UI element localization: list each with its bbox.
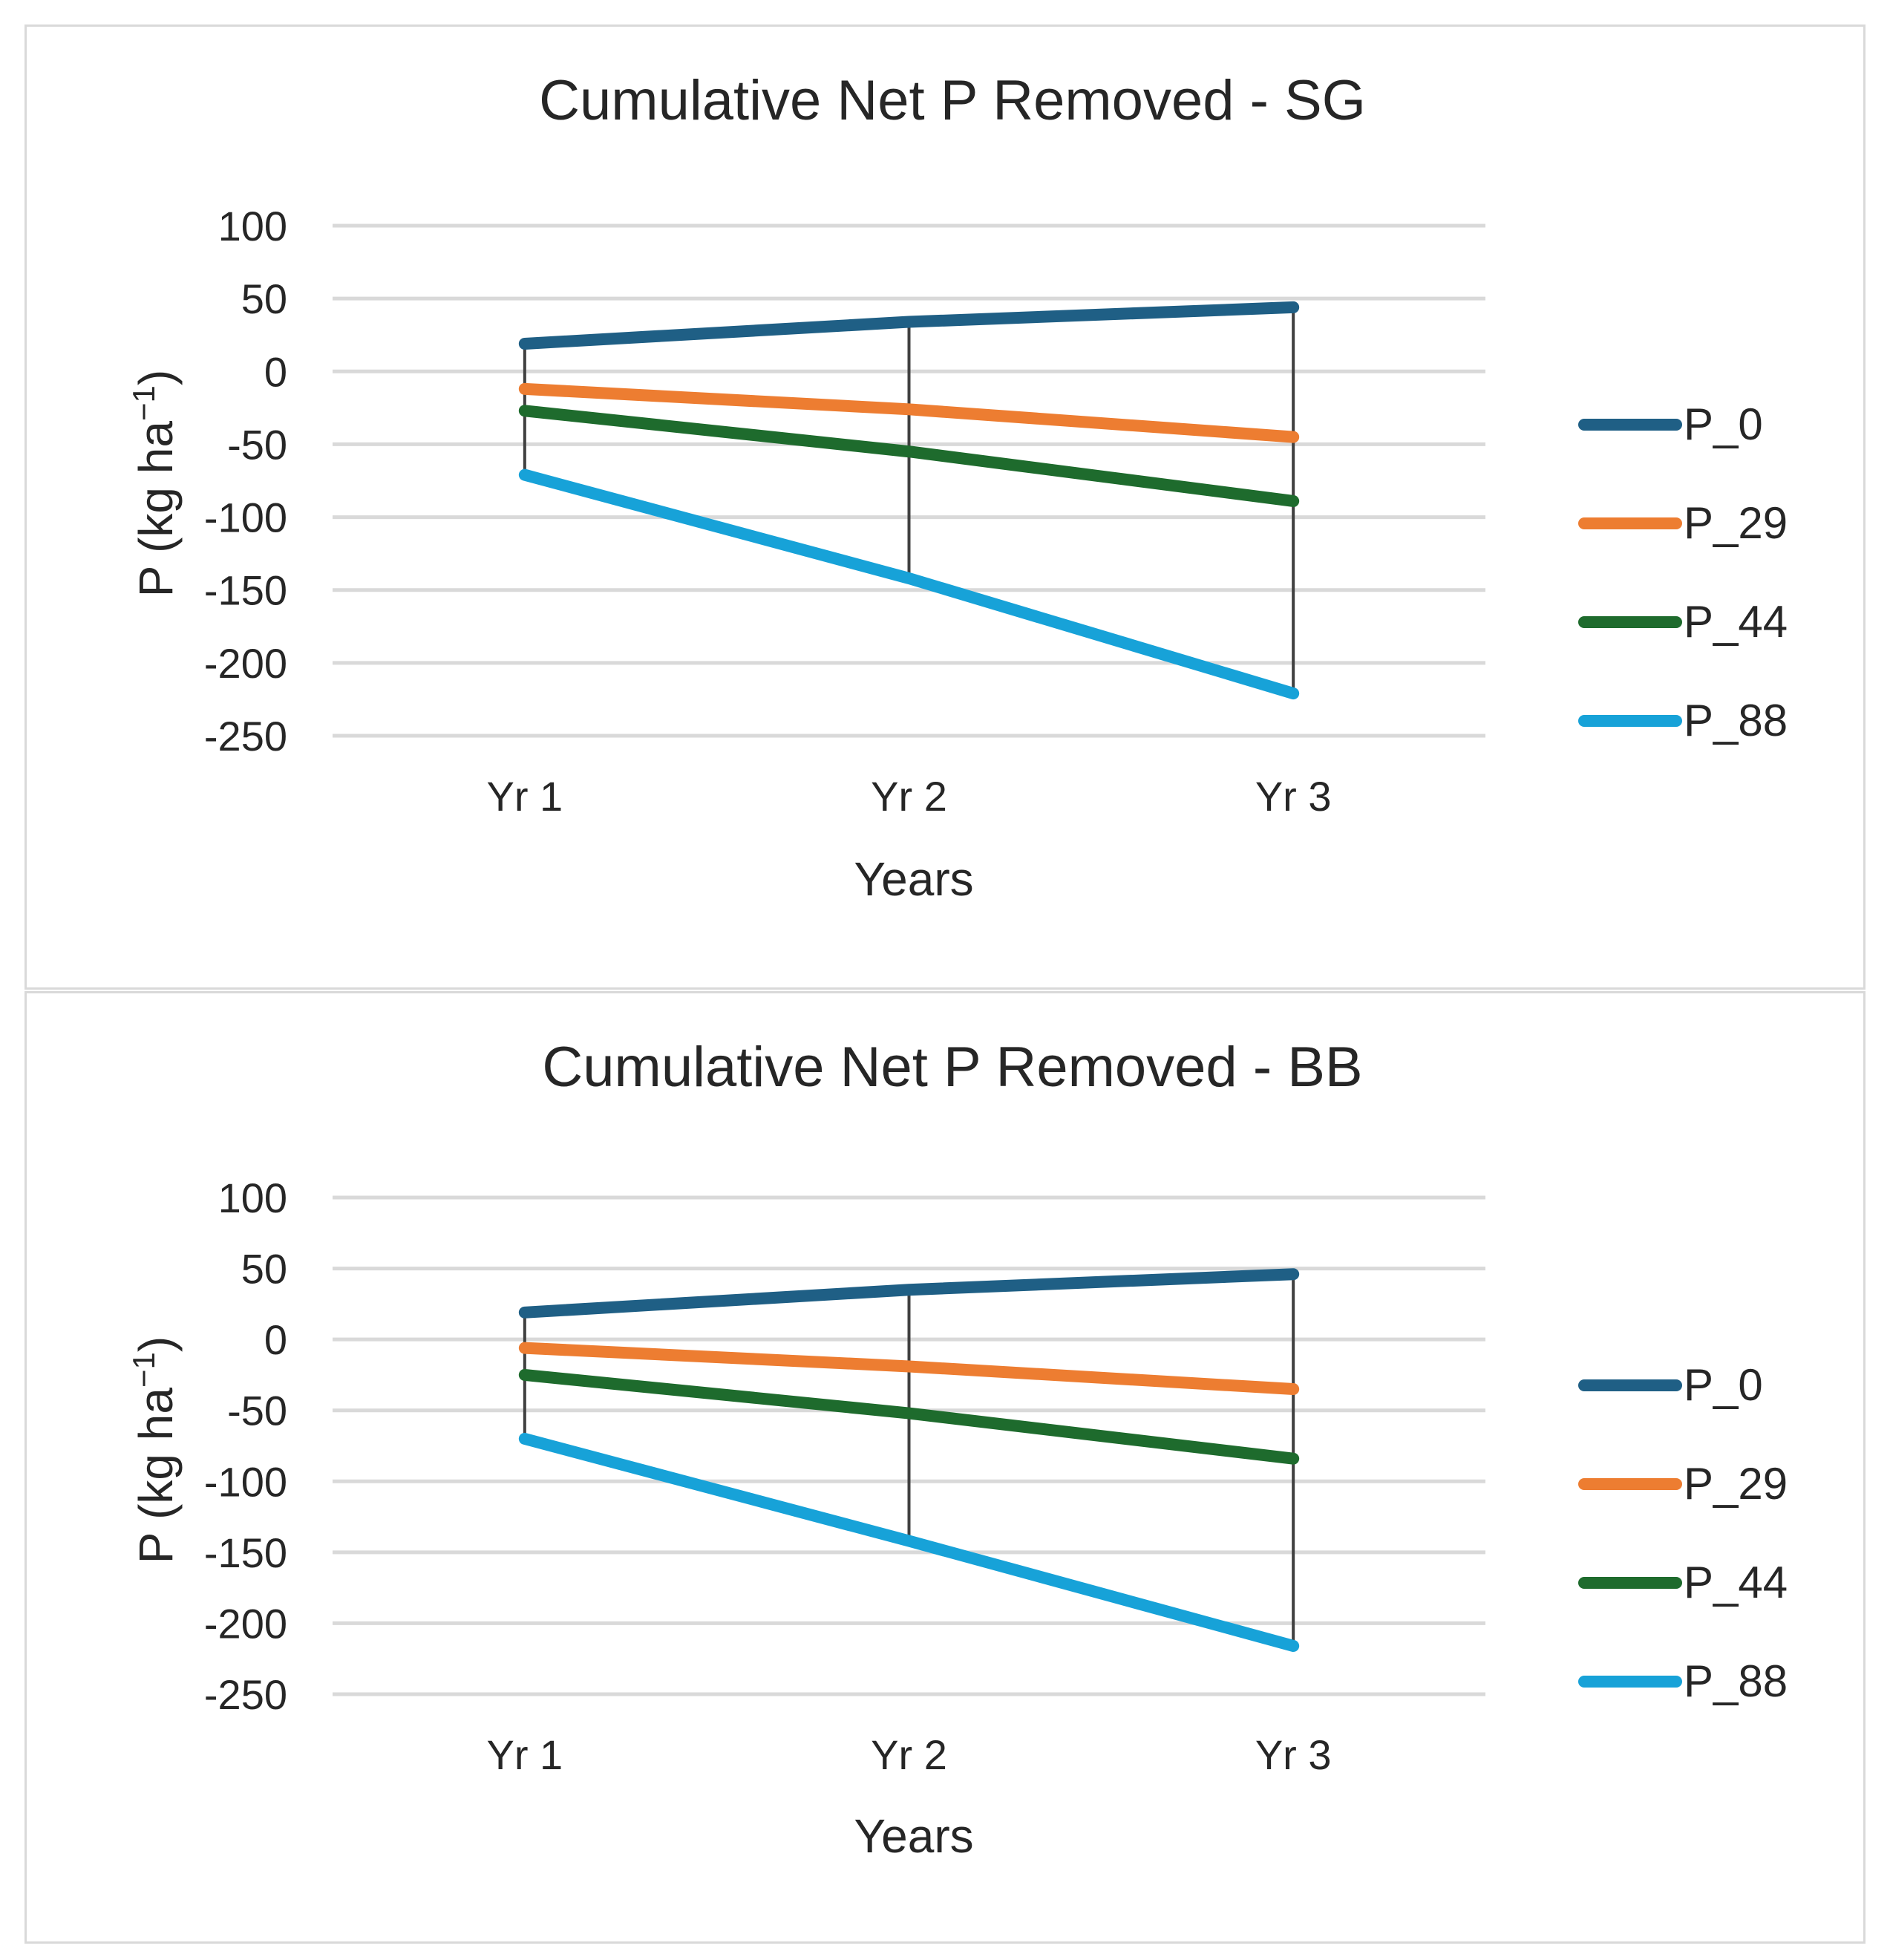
y-tick-label: -250 xyxy=(204,1671,287,1718)
x-axis-label: Years xyxy=(854,852,973,906)
series-line-p-0 xyxy=(518,1268,1300,1319)
y-tick-label: -150 xyxy=(204,567,287,614)
y-tick-label: -250 xyxy=(204,713,287,760)
x-tick-label: Yr 3 xyxy=(1255,1731,1332,1778)
y-tick-label: 50 xyxy=(241,275,287,322)
series-line-p-29 xyxy=(518,1342,1300,1396)
legend-label: P_88 xyxy=(1684,696,1788,745)
series-line-p-44 xyxy=(518,1368,1300,1465)
y-axis-label: P (kg ha−1) xyxy=(126,370,183,597)
chart-title: Cumulative Net P Removed - BB xyxy=(542,1036,1362,1099)
legend-label: P_88 xyxy=(1684,1656,1788,1706)
x-tick-label: Yr 3 xyxy=(1255,773,1332,820)
legend-label: P_0 xyxy=(1684,399,1763,449)
x-tick-label: Yr 1 xyxy=(486,773,563,820)
legend-label: P_0 xyxy=(1684,1360,1763,1410)
x-tick-label: Yr 2 xyxy=(871,1731,947,1778)
x-tick-label: Yr 1 xyxy=(486,1731,563,1778)
legend-label: P_29 xyxy=(1684,1459,1788,1509)
legend-label: P_29 xyxy=(1684,498,1788,548)
y-tick-label: 0 xyxy=(264,1316,287,1363)
x-tick-label: Yr 2 xyxy=(871,773,947,820)
y-tick-label: 100 xyxy=(218,203,287,249)
y-tick-label: -150 xyxy=(204,1529,287,1576)
legend-label: P_44 xyxy=(1684,597,1788,647)
y-tick-label: -50 xyxy=(227,421,287,468)
chart-title: Cumulative Net P Removed - SG xyxy=(539,69,1366,132)
chart-panel-bb: Cumulative Net P Removed - BB 100 50 0 -50 -… xyxy=(24,991,1866,1944)
y-tick-label: 100 xyxy=(218,1175,287,1221)
chart-panel-sg: Cumulative Net P Removed - SG 100 50 0 -50 -… xyxy=(24,24,1866,990)
series-line-p-0 xyxy=(518,301,1300,350)
y-tick-label: -50 xyxy=(227,1388,287,1434)
legend-label: P_44 xyxy=(1684,1558,1788,1607)
series-line-p-44 xyxy=(518,405,1300,507)
y-tick-label: -200 xyxy=(204,1600,287,1647)
series-line-p-29 xyxy=(518,382,1300,443)
chart-svg-bb: Cumulative Net P Removed - BB 100 50 0 -50 -… xyxy=(126,1036,1788,1863)
y-tick-label: -100 xyxy=(204,1458,287,1505)
chart-svg-sg: Cumulative Net P Removed - SG 100 50 0 -50 -… xyxy=(126,69,1788,906)
series-line-p-88 xyxy=(518,468,1300,700)
y-tick-label: -100 xyxy=(204,494,287,541)
y-axis-label: P (kg ha−1) xyxy=(126,1336,183,1564)
y-tick-label: 0 xyxy=(264,348,287,395)
x-axis-label: Years xyxy=(854,1809,973,1863)
series-line-p-88 xyxy=(518,1432,1300,1653)
y-tick-label: -200 xyxy=(204,640,287,687)
y-tick-label: 50 xyxy=(241,1246,287,1293)
